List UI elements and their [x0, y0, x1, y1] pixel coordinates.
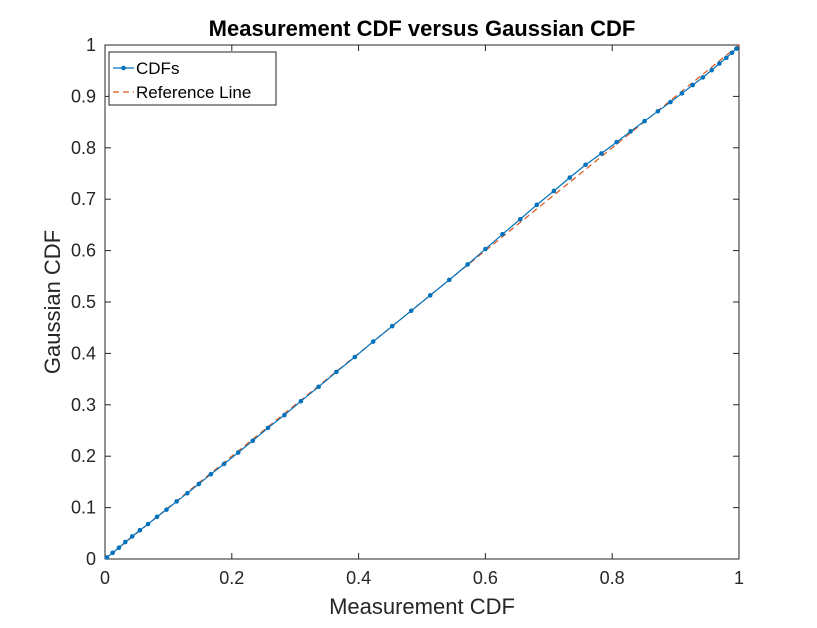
cdfs-point [185, 490, 190, 496]
y-tick-label: 0.8 [71, 138, 96, 158]
cdfs-point [334, 369, 339, 375]
cdfs-point [129, 534, 135, 539]
cdfs-point [122, 539, 128, 545]
legend-entry-cdfs: CDFs [113, 59, 179, 78]
y-tick-label: 0.7 [71, 189, 96, 209]
legend-entry-reference-line: Reference Line [113, 83, 251, 102]
cdfs-point [690, 82, 696, 88]
x-tick-label: 0.6 [473, 568, 498, 588]
cdfs-point [164, 507, 169, 512]
cdfs-point [174, 499, 179, 504]
cdfs-point [709, 67, 715, 73]
cdfs-point [389, 323, 395, 329]
y-tick-label: 0.4 [71, 343, 96, 363]
cdfs-point [145, 521, 151, 527]
cdfs-point [137, 527, 143, 533]
x-tick-label: 0.2 [219, 568, 244, 588]
cdfs-point [655, 109, 661, 114]
cdfs-point [567, 175, 573, 180]
y-tick-label: 0.9 [71, 86, 96, 106]
y-tick-label: 0.3 [71, 395, 96, 415]
cdfs-point [729, 50, 735, 56]
x-tick-label: 0 [100, 568, 110, 588]
cdfs-point [500, 231, 505, 237]
cdfs-point [700, 75, 706, 80]
cdfs-point [196, 481, 202, 487]
cdfs-point [110, 550, 115, 556]
cdfs-point [628, 129, 633, 134]
cdfs-point [679, 91, 685, 96]
cdfs-point [717, 61, 722, 66]
y-tick-label: 1 [86, 35, 96, 55]
cdfs-point [517, 216, 523, 222]
cdfs-point [534, 202, 540, 208]
cdfs-point [116, 545, 122, 550]
legend: CDFs Reference Line [108, 51, 277, 106]
cdfs-point [298, 398, 304, 404]
x-tick-label: 0.4 [346, 568, 371, 588]
cdfs-point [235, 450, 241, 455]
cdfs-point [250, 438, 256, 444]
y-tick-label: 0.5 [71, 292, 96, 312]
cdfs-point [551, 188, 557, 194]
y-tick-label: 0.2 [71, 446, 96, 466]
cdfs-point [642, 118, 647, 124]
series-layer [104, 44, 740, 560]
ticks-layer: 0 0.2 0.4 0.6 0.8 1 0 0.1 0.2 0.3 0.4 0.5 0.6 0.7 0.8 0… [71, 35, 744, 588]
chart-title: Measurement CDF versus Gaussian CDF [209, 16, 636, 41]
cdfs-point [352, 354, 358, 360]
cdfs-point [483, 246, 488, 252]
y-tick-label: 0.6 [71, 241, 96, 261]
cdfs-point [724, 55, 729, 61]
legend-box [108, 51, 277, 106]
cdfs-point [154, 514, 160, 520]
cdfs-point [599, 151, 604, 156]
y-tick-label: 0.1 [71, 498, 96, 518]
cdfs-point [265, 425, 271, 431]
cdfs-point [427, 293, 433, 298]
cdfs-point [104, 555, 110, 560]
cdfs-point [465, 262, 470, 267]
legend-marker-cdfs [121, 65, 126, 71]
x-axis-title: Measurement CDF [329, 594, 515, 619]
cdfs-point [668, 99, 673, 105]
series-reference-line [104, 44, 740, 560]
cdfs-point [446, 277, 452, 283]
cdfs-point [734, 46, 739, 51]
cdfs-point [221, 461, 227, 467]
legend-label: Reference Line [136, 83, 251, 102]
cdfs-point [282, 412, 287, 418]
cdfs-point [583, 162, 588, 168]
legend-label: CDFs [136, 59, 179, 78]
cdfs-point [614, 139, 619, 145]
y-axis-title: Gaussian CDF [40, 230, 65, 374]
x-tick-label: 1 [734, 568, 744, 588]
cdfs-point [316, 384, 321, 390]
cdfs-point [370, 339, 376, 344]
legend-entries: CDFs Reference Line [113, 59, 251, 102]
x-tick-label: 0.8 [600, 568, 625, 588]
y-tick-label: 0 [86, 549, 96, 569]
cdfs-point [408, 308, 414, 314]
cdfs-point [208, 471, 214, 477]
